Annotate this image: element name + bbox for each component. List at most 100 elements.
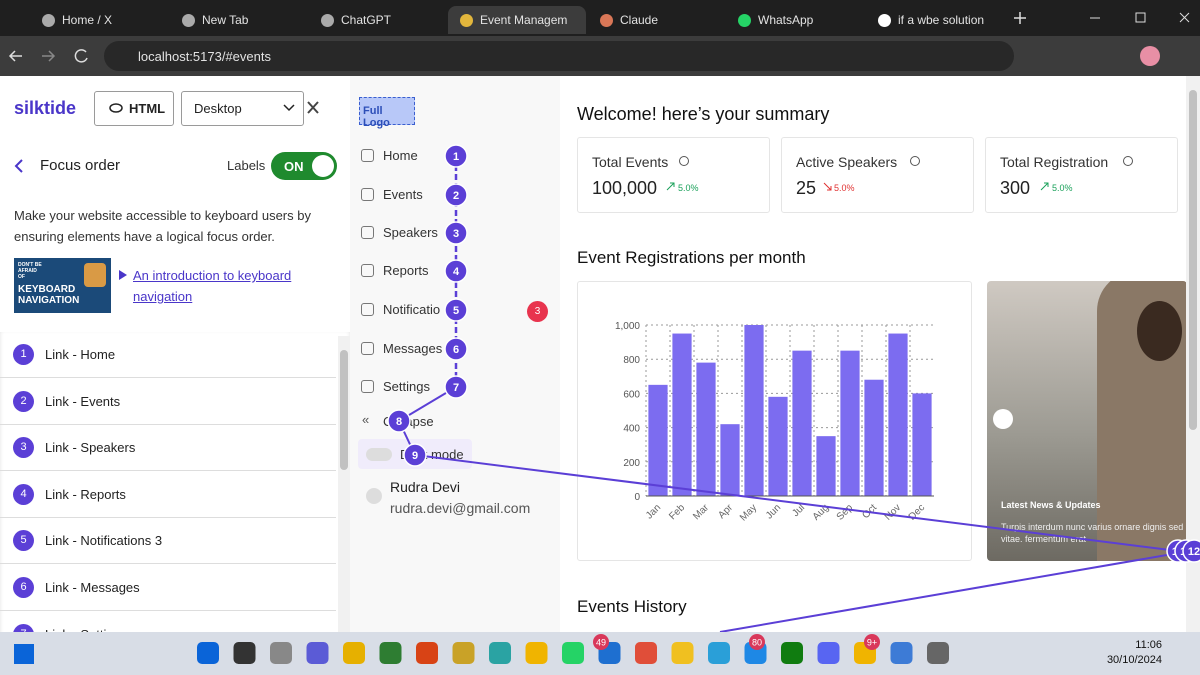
taskbar-app[interactable] <box>416 642 438 664</box>
welcome: Welcome! here’s your summary <box>577 104 830 124</box>
play <box>119 270 127 280</box>
stat-title: Total Events <box>592 154 669 170</box>
focus-item[interactable]: 6 Link - Messages <box>0 565 336 611</box>
tab[interactable]: ChatGPT <box>309 6 447 34</box>
app-sidebar: Full Logo <box>350 76 560 632</box>
taskbar-app[interactable] <box>452 642 475 664</box>
collapse-icon: « <box>362 412 370 427</box>
navicon <box>361 342 374 355</box>
taskbar-app[interactable] <box>781 642 803 664</box>
taskbar-app[interactable] <box>635 642 657 664</box>
tab[interactable]: WhatsApp <box>726 6 864 34</box>
stat-title: Total Registration <box>1000 154 1109 170</box>
taskbar-app[interactable] <box>270 642 292 664</box>
tab[interactable]: if a wbe solution <box>866 6 1004 34</box>
nav-link[interactable]: Home <box>383 148 418 163</box>
tab[interactable]: Home / X <box>30 6 168 34</box>
url: localhost:5173/#events <box>138 49 271 64</box>
taskbar-app[interactable] <box>817 642 840 664</box>
chart-title: Event Registrations per month <box>577 248 806 267</box>
nav-link[interactable]: Messages <box>383 341 443 356</box>
nav-link[interactable]: Events <box>383 187 423 202</box>
focus-label: Link - Messages <box>45 580 140 595</box>
intro-link[interactable]: An introduction to keyboard navigation <box>133 268 292 304</box>
mode-button[interactable]: HTML <box>94 91 174 126</box>
focus-item[interactable]: 3 Link - Speakers <box>0 425 336 472</box>
focus-label: Link - Events <box>45 393 121 409</box>
toggle-label: Labels <box>227 158 266 173</box>
scrollbar <box>338 336 350 632</box>
badge <box>864 634 880 650</box>
taskbar-app[interactable] <box>708 642 730 664</box>
focus-label: Link - Settings <box>45 627 336 632</box>
nav-buttons <box>8 49 88 63</box>
focus-label: Link - Home <box>45 347 116 362</box>
stat-title: Active Speakers <box>796 154 898 170</box>
taskbar-app[interactable] <box>379 642 402 664</box>
focus-item[interactable]: 4 Link - Reports <box>0 472 336 518</box>
brand: silktide <box>14 98 77 118</box>
taskbar-app[interactable] <box>671 642 694 664</box>
tab[interactable]: Claude <box>588 6 726 34</box>
stat-change: 5.0% <box>678 183 699 193</box>
user-email: rudra.devi@gmail.com <box>390 500 531 516</box>
toggle-state: ON <box>284 159 304 174</box>
silktide-panel: silktide HTML Desktop Focus order Labels… <box>0 76 350 632</box>
tab-strip: Home / X New Tab ChatGPT Event Managem C… <box>0 0 1200 36</box>
dark-mode-label: Dark mode <box>400 447 464 462</box>
tab-title: WhatsApp <box>758 13 814 27</box>
tab-title: New Tab <box>202 13 249 27</box>
device-select[interactable]: Desktop <box>181 91 304 126</box>
navicon <box>361 380 374 393</box>
taskbar-app[interactable] <box>525 642 548 664</box>
nav-link[interactable]: Speakers <box>383 225 438 240</box>
taskbar-app[interactable] <box>306 642 329 664</box>
navicon <box>361 264 374 277</box>
tab[interactable]: Event Managem <box>448 6 586 34</box>
thumb-text: NAVIGATION <box>18 295 80 306</box>
carousel-prev[interactable] <box>993 409 1013 429</box>
dark-mode[interactable]: Dark mode <box>358 439 472 469</box>
tab[interactable]: New Tab <box>170 6 308 34</box>
back[interactable] <box>12 158 26 174</box>
focus-number: 2 <box>13 390 34 412</box>
taskbar-app[interactable] <box>562 642 584 664</box>
taskbar-app[interactable] <box>890 642 913 664</box>
taskbar-app[interactable] <box>197 642 219 664</box>
taskbar-app[interactable] <box>927 642 949 664</box>
taskbar: 49 80 9+ 11:06 30/10/2024 <box>0 632 1200 675</box>
mode-label: HTML <box>129 101 166 116</box>
stat-card: Total Events 100,000 5.0% <box>577 137 770 213</box>
taskbar-app[interactable] <box>233 642 256 664</box>
badge-count: 9+ <box>867 638 877 648</box>
focus-item[interactable]: 1 Link - Home <box>0 332 336 378</box>
collapse[interactable]: Collapse <box>383 414 434 429</box>
tab-title: Home / X <box>62 13 113 27</box>
tab-title: Event Managem <box>480 13 568 27</box>
focus-number: 4 <box>13 483 34 505</box>
notification-badge: 3 <box>527 301 548 322</box>
logo: Full Logo <box>359 97 415 129</box>
nav-link[interactable]: Notificatio <box>383 302 441 317</box>
labels-toggle[interactable]: ON <box>271 152 337 180</box>
user-name: Rudra Devi <box>390 479 461 495</box>
focus-item[interactable]: 2 Link - Events <box>0 379 336 425</box>
focus-item[interactable]: 5 Link - Notifications 3 <box>0 518 336 565</box>
nav-link[interactable]: Settings <box>383 379 430 394</box>
tab-title: Claude <box>620 13 659 27</box>
omnibox[interactable]: localhost:5173/#events <box>104 41 1014 71</box>
news-card: Latest News & Updates Turpis interdum nu… <box>987 281 1187 561</box>
nav-link[interactable]: Reports <box>383 263 429 278</box>
focus-item[interactable]: 7 Link - Settings <box>0 612 336 632</box>
clock-date: 30/10/2024 <box>1106 654 1162 666</box>
thumb-text: KEYBOARD <box>18 284 76 295</box>
badge-count: 49 <box>596 638 606 648</box>
start[interactable] <box>14 644 34 664</box>
focus-number: 7 <box>13 623 34 632</box>
taskbar-app[interactable] <box>343 642 365 664</box>
stat-change: 5.0% <box>834 183 855 193</box>
profile[interactable] <box>1140 46 1160 66</box>
chart-card <box>577 281 972 561</box>
taskbar-app[interactable] <box>489 642 511 664</box>
